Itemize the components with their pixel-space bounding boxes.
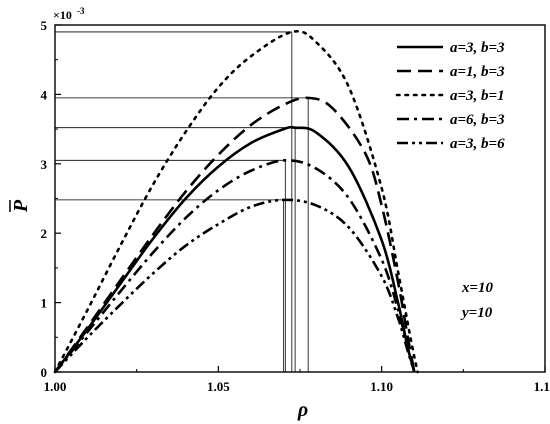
legend-label-3: a=6, b=3 <box>450 112 505 128</box>
series-line-3 <box>53 159 416 373</box>
y-tick-label: 2 <box>41 226 48 241</box>
y-tick-label: 3 <box>41 157 48 172</box>
y-tick-label: 4 <box>41 87 48 102</box>
series-line-4 <box>54 198 416 373</box>
legend-label-1: a=1, b=3 <box>450 64 505 80</box>
legend-label-2: a=3, b=1 <box>450 88 505 104</box>
x-tick-label: 1.10 <box>370 379 393 394</box>
series-line-0 <box>53 125 416 373</box>
x-tick-label: 1.05 <box>207 379 230 394</box>
series-line-2 <box>53 29 419 374</box>
legend-label-4: a=3, b=6 <box>450 136 505 152</box>
y-tick-label: 1 <box>41 296 48 311</box>
legend: a=3, b=3 a=1, b=3 a=3, b=1 a=6, b=3 a=3, b=6 <box>395 40 505 152</box>
series-layer <box>53 29 419 374</box>
x-tick-label: 1.15 <box>534 379 550 394</box>
y-tick-label: 0 <box>41 365 48 380</box>
x-tick-label: 1.00 <box>44 379 67 394</box>
x-axis-label: ρ <box>297 399 308 421</box>
y-tick-label: 5 <box>41 18 48 33</box>
ticks-layer: 1.00 1.05 1.10 1.15 0 1 2 3 4 5 <box>41 18 550 394</box>
annotation-x: x=10 <box>461 280 494 296</box>
series-line-1 <box>53 96 416 373</box>
peak-reference-lines <box>55 31 309 372</box>
y-multiplier-exponent: -3 <box>77 6 85 16</box>
legend-label-0: a=3, b=3 <box>450 40 505 56</box>
y-multiplier: ×10 <box>53 8 72 22</box>
annotation-y: y=10 <box>460 305 493 321</box>
y-axis-label: P <box>10 199 32 213</box>
